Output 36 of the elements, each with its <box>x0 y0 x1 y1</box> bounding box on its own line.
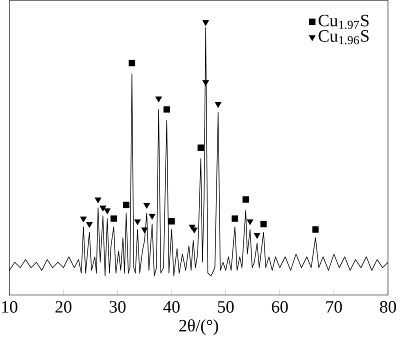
point <box>242 196 249 203</box>
point <box>100 206 106 212</box>
x-axis-title: 2θ/(°) <box>179 319 218 336</box>
x-tick-label: 10 <box>2 301 18 313</box>
point <box>246 219 254 226</box>
point <box>141 228 148 234</box>
point <box>232 215 238 222</box>
point <box>254 232 260 239</box>
point <box>312 226 319 233</box>
legend-label: Cu$_{1.97}$S <box>318 14 369 29</box>
x-tick-label: 50 <box>218 301 234 313</box>
point <box>148 214 156 220</box>
point <box>134 219 141 226</box>
point <box>128 60 136 66</box>
x-tick-label: 80 <box>380 301 396 313</box>
point <box>198 144 204 151</box>
x-tick-label: 30 <box>110 301 126 313</box>
x-tick-label: 20 <box>56 301 72 313</box>
x-tick-label: 60 <box>272 301 288 313</box>
legend-label: Cu$_{1.96}$S <box>318 30 369 44</box>
point <box>164 106 170 113</box>
point <box>260 220 267 228</box>
point <box>94 197 102 204</box>
point <box>168 218 175 225</box>
point <box>86 222 93 228</box>
point <box>202 20 209 26</box>
point <box>122 202 130 208</box>
point <box>143 202 150 209</box>
point <box>104 208 111 214</box>
point <box>214 102 222 108</box>
x-tick-label: 70 <box>326 301 342 313</box>
point <box>155 96 162 102</box>
point <box>80 216 87 222</box>
point <box>110 215 117 222</box>
point <box>202 80 209 86</box>
x-tick-label: 40 <box>163 301 180 313</box>
